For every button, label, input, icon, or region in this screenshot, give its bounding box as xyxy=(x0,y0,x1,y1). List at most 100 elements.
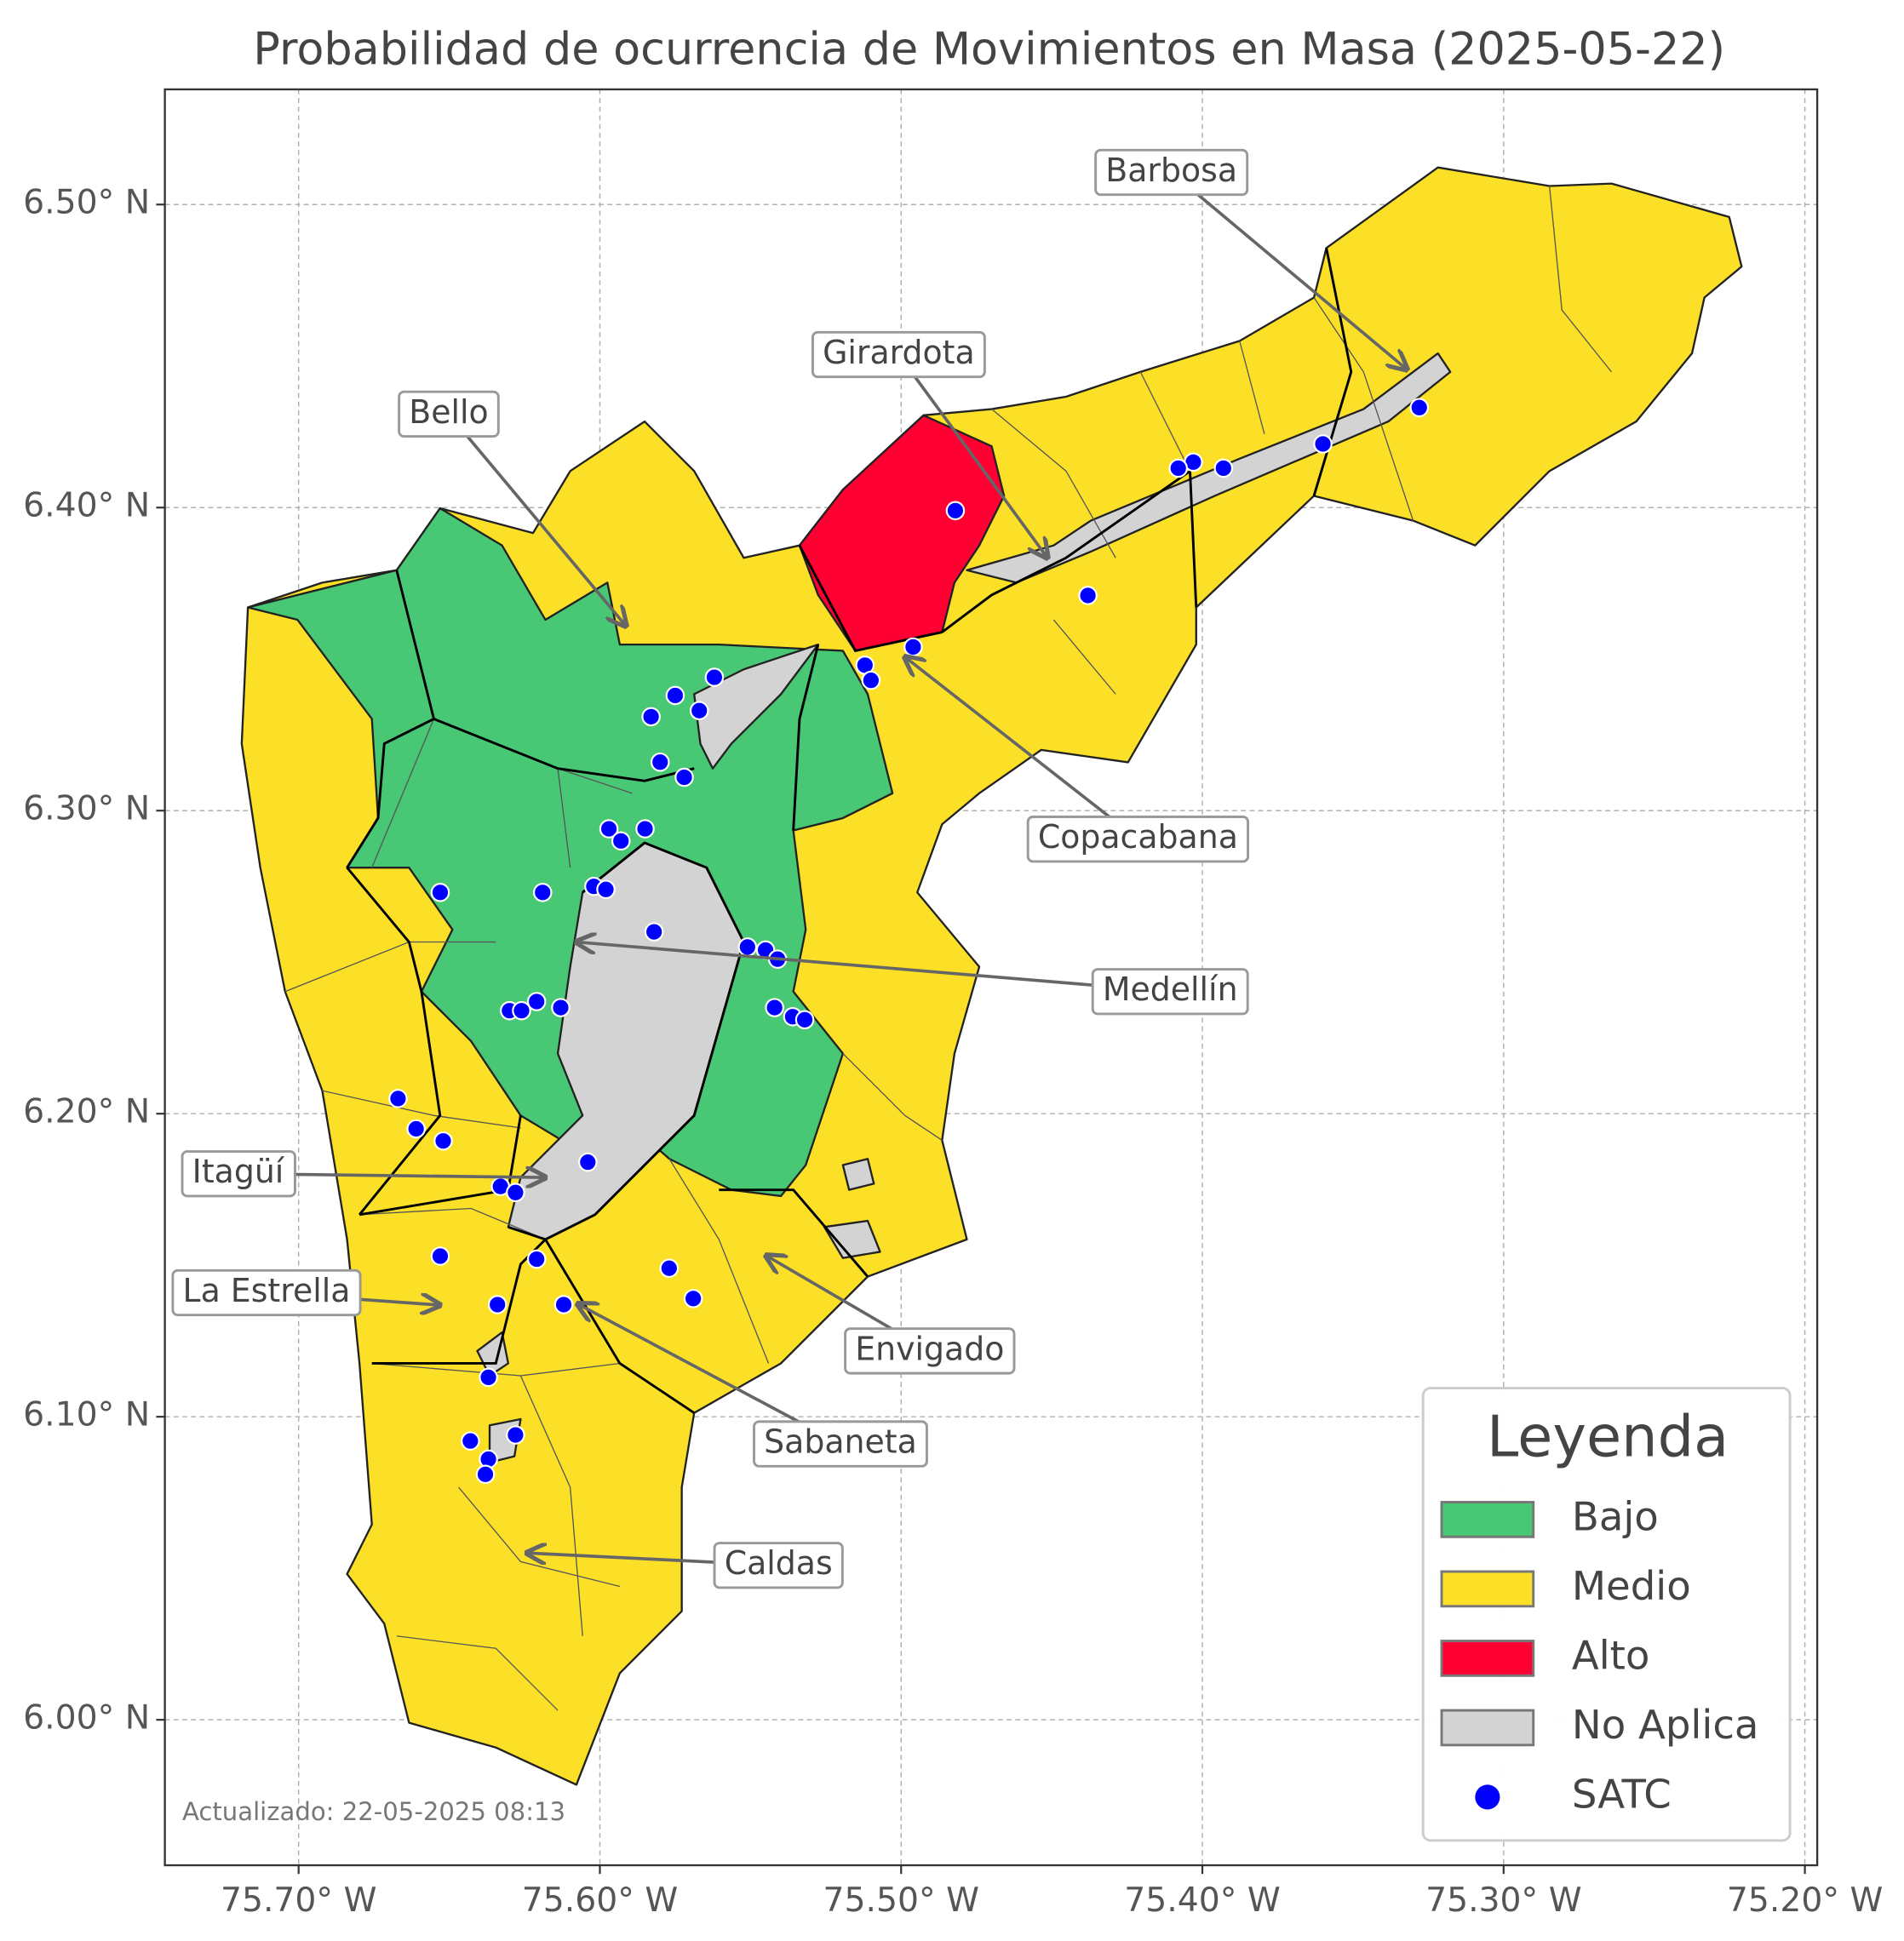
station xyxy=(461,1431,480,1451)
annotation-box xyxy=(1094,148,1249,197)
annotation-label: Itagüí xyxy=(192,1153,285,1190)
y-tick-label: 6.00° N xyxy=(23,1699,150,1738)
station xyxy=(433,1131,453,1151)
station xyxy=(1313,434,1333,454)
region-no-aplica xyxy=(966,352,1452,584)
annotation-box xyxy=(811,330,986,379)
x-tick-label: 75.60° W xyxy=(522,1881,678,1920)
annotation-label: Girardota xyxy=(823,334,975,371)
station xyxy=(765,998,784,1017)
station xyxy=(1078,586,1098,605)
y-tick-label: 6.10° N xyxy=(23,1396,150,1434)
station xyxy=(388,1089,408,1108)
x-tick-label: 75.30° W xyxy=(1425,1881,1582,1920)
station xyxy=(861,670,881,690)
station xyxy=(641,707,661,727)
annotation-arrow xyxy=(897,353,1047,558)
map-title: Probabilidad de ocurrencia de Movimiento… xyxy=(253,23,1725,75)
legend-label: Alto xyxy=(1572,1632,1650,1678)
station xyxy=(903,637,923,657)
station xyxy=(430,1246,450,1266)
axes: 75.70° W 75.60° W 75.50° W 75.40° W 75.30° W… xyxy=(23,184,1883,1920)
annotation-box xyxy=(398,390,500,438)
station xyxy=(526,1249,547,1269)
station xyxy=(479,1367,498,1388)
y-tick-label: 6.40° N xyxy=(23,487,150,525)
region-no-aplica xyxy=(693,643,819,770)
station xyxy=(689,701,709,721)
station xyxy=(659,1258,680,1279)
station xyxy=(406,1119,426,1139)
station xyxy=(578,1152,598,1172)
station xyxy=(737,937,758,957)
legend-swatch xyxy=(1440,1570,1535,1608)
annotation-arrow xyxy=(576,942,1171,993)
legend-swatch xyxy=(1440,1640,1535,1677)
footnote: Actualizado: 22-05-2025 08:13 xyxy=(182,1797,565,1826)
annotation-box xyxy=(171,1268,362,1317)
station xyxy=(475,1464,496,1485)
annotation-label: Bello xyxy=(409,393,488,431)
station xyxy=(506,1425,525,1445)
station xyxy=(512,1000,531,1021)
annotation-label: Sabaneta xyxy=(764,1423,917,1461)
annotation-label: La Estrella xyxy=(183,1272,351,1309)
station xyxy=(599,819,619,839)
station xyxy=(1213,458,1234,478)
station xyxy=(704,667,725,687)
station xyxy=(674,767,694,787)
station xyxy=(794,1010,815,1030)
annotation-box xyxy=(713,1542,844,1589)
region-medio xyxy=(240,166,1743,1786)
annotation-box xyxy=(1091,968,1249,1016)
legend-label: SATC xyxy=(1572,1771,1672,1817)
station xyxy=(650,752,670,772)
station xyxy=(506,1182,525,1203)
x-tick-label: 75.50° W xyxy=(823,1881,979,1920)
annotation-label: Copacabana xyxy=(1038,818,1238,856)
x-tick-label: 75.40° W xyxy=(1124,1881,1281,1920)
annotation-label: Envigado xyxy=(855,1330,1004,1367)
station xyxy=(487,1295,508,1314)
annotation-arrow xyxy=(905,657,1139,841)
legend-swatch xyxy=(1440,1709,1535,1747)
x-tick-label: 75.20° W xyxy=(1727,1881,1884,1920)
station xyxy=(430,883,450,902)
annotation-box xyxy=(1026,816,1250,863)
station xyxy=(526,992,547,1011)
annotation-label: Medellín xyxy=(1103,970,1238,1008)
station xyxy=(532,883,553,902)
legend-title: Leyenda xyxy=(1487,1403,1729,1469)
region-alto xyxy=(798,414,1006,652)
legend: Leyenda Bajo Medio Alto No Aplica SATC xyxy=(1421,1387,1792,1842)
annotations: Barbosa Girardota Bello Copacabana Medellín I… xyxy=(171,148,1408,1589)
station xyxy=(665,685,685,706)
annotation-label: Caldas xyxy=(725,1544,833,1582)
annotation-box xyxy=(181,1150,296,1198)
station xyxy=(1409,398,1430,418)
station xyxy=(596,879,616,900)
station xyxy=(635,819,655,839)
legend-label: Bajo xyxy=(1572,1493,1659,1539)
y-tick-label: 6.50° N xyxy=(23,184,150,222)
station xyxy=(945,501,966,521)
station xyxy=(683,1289,703,1308)
station xyxy=(1168,458,1189,478)
annotation-box xyxy=(844,1327,1016,1375)
station xyxy=(644,922,664,942)
annotation-box xyxy=(753,1420,928,1468)
legend-marker xyxy=(1475,1784,1500,1810)
station xyxy=(611,831,631,851)
y-tick-label: 6.30° N xyxy=(23,790,150,828)
plot-frame xyxy=(163,88,1819,1867)
annotation-label: Barbosa xyxy=(1105,152,1237,189)
annotation-arrow xyxy=(447,413,626,626)
annotation-arrow xyxy=(1170,171,1408,369)
station xyxy=(553,1295,574,1314)
legend-swatch xyxy=(1440,1501,1535,1538)
legend-label: Medio xyxy=(1572,1563,1691,1609)
legend-label: No Aplica xyxy=(1572,1702,1759,1748)
station xyxy=(551,998,571,1017)
